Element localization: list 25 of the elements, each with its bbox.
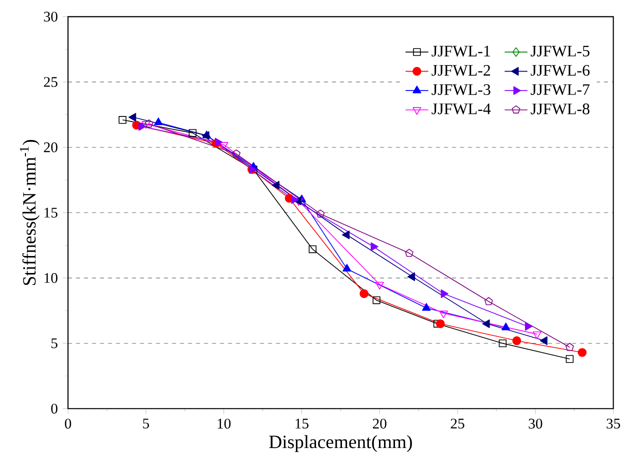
y-tick-label: 30: [44, 12, 58, 22]
y-tick-label: 20: [44, 142, 58, 152]
legend-label: JJFWL-2: [432, 65, 490, 76]
legend-label: JJFWL-3: [432, 84, 490, 96]
x-tick-label: 10: [218, 418, 231, 429]
legend-label: JJFWL-4: [432, 104, 491, 114]
y-axis-title: Stiffness(kN·mm$^{-1}$): [20, 140, 40, 285]
x-tick-label: 0: [64, 418, 72, 429]
x-tick-label: 25: [450, 418, 464, 429]
x-axis-title: Displacement(mm): [269, 435, 412, 452]
legend-label: JJFWL-8: [530, 104, 590, 114]
x-tick-label: 15: [296, 418, 308, 429]
x-tick-label: 5: [143, 418, 149, 428]
y-tick-label: 15: [44, 208, 58, 218]
x-tick-label: 20: [372, 418, 386, 429]
y-tick-label: 10: [44, 273, 58, 283]
x-tick-label: 30: [528, 418, 542, 429]
legend-label: JJFWL-6: [530, 65, 590, 76]
legend-label: JJFWL-7: [530, 84, 590, 96]
y-tick-label: 5: [51, 338, 58, 348]
legend-label: JJFWL-5: [530, 46, 590, 57]
x-tick-label: 35: [606, 418, 620, 429]
y-tick-label: 0: [51, 404, 58, 414]
y-tick-label: 25: [44, 77, 58, 87]
legend-label: JJFWL-1: [432, 46, 490, 57]
